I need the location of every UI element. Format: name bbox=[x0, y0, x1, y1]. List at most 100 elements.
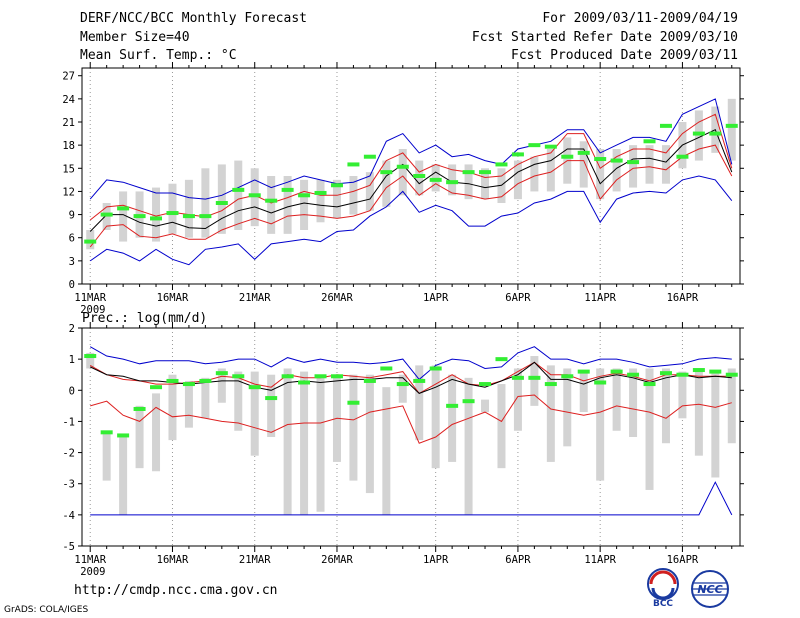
box bbox=[661, 145, 670, 184]
source-url[interactable]: http://cmdp.ncc.cma.gov.cn bbox=[74, 583, 278, 598]
median-mark bbox=[347, 162, 360, 167]
chart-title: DERF/NCC/BCC Monthly Forecast bbox=[80, 11, 307, 26]
y-tick-label: -3 bbox=[62, 479, 75, 491]
mean-line bbox=[89, 361, 732, 394]
min-line bbox=[89, 175, 733, 266]
upper-line bbox=[89, 361, 732, 395]
plot-frame bbox=[81, 67, 741, 285]
median-mark bbox=[511, 375, 524, 380]
median-mark bbox=[298, 380, 311, 385]
box bbox=[184, 380, 193, 428]
y-tick-label: 6 bbox=[69, 233, 75, 245]
median-mark bbox=[577, 150, 590, 155]
median-mark bbox=[199, 214, 212, 219]
x-tick-label: 16MAR bbox=[157, 292, 189, 304]
median-mark bbox=[709, 369, 722, 374]
median-mark bbox=[413, 174, 426, 178]
median-mark bbox=[725, 372, 738, 377]
median-mark bbox=[232, 187, 245, 192]
median-mark bbox=[265, 396, 278, 401]
x-tick-label: 11APR bbox=[584, 554, 616, 566]
median-mark bbox=[413, 378, 426, 383]
median-mark bbox=[511, 152, 524, 157]
box bbox=[250, 371, 259, 456]
x-tick-label: 21MAR bbox=[239, 292, 271, 304]
median-mark bbox=[429, 177, 442, 182]
median-mark bbox=[610, 369, 623, 374]
box bbox=[415, 365, 424, 441]
box bbox=[530, 156, 539, 192]
y-tick-label: 27 bbox=[62, 71, 75, 83]
box bbox=[612, 149, 621, 192]
panel-temperature: 0 3 6 9 12 15 18 21 24 27 11MAR 16MAR 21MAR 26MAR 1APR… bbox=[62, 62, 744, 316]
median-mark bbox=[659, 371, 672, 376]
lower-line bbox=[90, 394, 732, 444]
mean-line bbox=[89, 129, 733, 232]
median-mark bbox=[462, 170, 475, 175]
box bbox=[481, 399, 490, 413]
box bbox=[563, 368, 572, 447]
median-mark bbox=[100, 430, 113, 435]
panel-precipitation: -5 -4 -3 -2 -1 0 1 2 11MAR 16MAR 21MAR 26MAR 1APR 6AP… bbox=[62, 311, 744, 578]
y-tick-label: 15 bbox=[62, 163, 75, 175]
x-tick-label: 1APR bbox=[423, 554, 449, 566]
y-tick-label: -2 bbox=[62, 448, 75, 460]
box bbox=[629, 368, 638, 437]
box bbox=[382, 160, 391, 207]
box bbox=[579, 371, 588, 413]
max-line bbox=[89, 346, 732, 381]
box bbox=[234, 160, 243, 230]
median-mark bbox=[709, 131, 722, 136]
median-mark bbox=[627, 372, 640, 377]
box bbox=[316, 374, 325, 512]
y-tick-label: 24 bbox=[62, 94, 75, 106]
x-tick-label: 26MAR bbox=[321, 554, 353, 566]
box bbox=[464, 164, 473, 200]
box bbox=[119, 433, 128, 515]
box bbox=[201, 168, 210, 238]
median-mark bbox=[314, 190, 327, 195]
median-mark bbox=[330, 374, 343, 379]
box bbox=[234, 371, 243, 431]
median-mark bbox=[643, 139, 656, 144]
box bbox=[382, 387, 391, 515]
median-mark bbox=[298, 193, 311, 198]
median-mark bbox=[429, 366, 442, 371]
median-mark bbox=[314, 374, 327, 379]
median-mark bbox=[84, 354, 97, 359]
box bbox=[727, 98, 736, 161]
plot-frame bbox=[81, 327, 741, 547]
box bbox=[267, 176, 276, 234]
box bbox=[217, 164, 226, 234]
median-mark bbox=[150, 385, 163, 390]
box bbox=[579, 141, 588, 188]
y-tick-label: 12 bbox=[62, 186, 75, 198]
median-mark bbox=[659, 123, 672, 128]
box bbox=[596, 149, 605, 200]
median-mark bbox=[182, 214, 195, 219]
ncc-logo-text: NCC bbox=[697, 583, 722, 596]
x-tick-label: 1APR bbox=[423, 292, 449, 304]
y-tick-label: 2 bbox=[69, 323, 75, 335]
median-mark bbox=[479, 382, 492, 387]
median-mark bbox=[117, 433, 130, 438]
box bbox=[448, 374, 457, 462]
median-mark bbox=[150, 216, 163, 221]
box bbox=[513, 160, 522, 200]
median-mark bbox=[462, 399, 475, 404]
box bbox=[645, 368, 654, 490]
forecast-start-date: Fcst Started Refer Date 2009/03/10 bbox=[471, 30, 738, 45]
median-mark bbox=[627, 160, 640, 165]
box bbox=[184, 179, 193, 238]
median-mark bbox=[248, 193, 261, 198]
median-mark bbox=[330, 183, 343, 188]
median-mark bbox=[446, 403, 459, 408]
x-tick-label: 11APR bbox=[584, 292, 616, 304]
median-mark bbox=[446, 180, 459, 185]
x-tick-label: 11MAR bbox=[74, 554, 106, 566]
box bbox=[645, 145, 654, 184]
box bbox=[629, 145, 638, 188]
precip-panel-title: Prec.: log(mm/d) bbox=[82, 311, 207, 326]
median-mark bbox=[561, 374, 574, 379]
median-mark bbox=[380, 366, 393, 371]
